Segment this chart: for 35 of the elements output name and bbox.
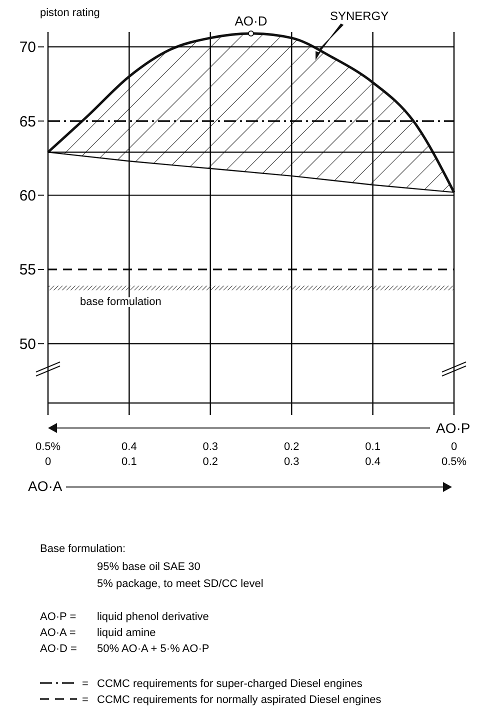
text: AO·D = — [40, 643, 77, 655]
x-tick-label: 0.3 — [284, 456, 300, 468]
text: 5% package, to meet SD/CC level — [97, 578, 264, 590]
text: liquid phenol derivative — [97, 611, 209, 623]
text: 95% base oil SAE 30 — [97, 561, 200, 573]
y-tick-label: 50 — [19, 336, 36, 353]
y-axis-title: piston rating — [40, 7, 100, 19]
text: = — [82, 694, 88, 706]
x-axis-title: AO·A — [28, 478, 63, 494]
x-tick-label: 0 — [44, 456, 52, 468]
text: AO·A = — [40, 627, 76, 639]
x-tick-label: 0.4 — [365, 456, 380, 468]
y-tick-label: 60 — [19, 187, 36, 204]
legend-label: CCMC requirements for super-charged Diesel engines — [97, 678, 363, 690]
text: liquid amine — [97, 627, 156, 639]
x2-tick-label: 0.5% — [35, 441, 61, 453]
x2-tick-label: 0 — [450, 441, 458, 453]
y-tick-label: 65 — [19, 113, 36, 130]
x2-tick-label: 0.1 — [365, 441, 380, 453]
x-tick-label: 0.2 — [202, 456, 218, 468]
x2-tick-label: 0.2 — [284, 441, 300, 453]
text: AO·P = — [40, 611, 76, 623]
text: SYNERGY — [330, 9, 389, 23]
y-tick-label: 55 — [19, 262, 36, 279]
x2-tick-label: 0.4 — [122, 441, 137, 453]
x-tick-label: 0.1 — [122, 456, 137, 468]
annotation: AO·D — [234, 13, 268, 28]
text: Base formulation: — [40, 543, 126, 555]
x-tick-label: 0.5% — [441, 456, 467, 468]
y-tick-label: 70 — [19, 39, 36, 56]
legend-label: CCMC requirements for normally aspirated Diesel engines — [97, 694, 382, 706]
text: 50% AO·A + 5·% AO·P — [97, 643, 210, 655]
text: = — [82, 678, 88, 690]
x2-tick-label: 0.3 — [202, 441, 218, 453]
x2-axis-title: AO·P — [436, 420, 470, 436]
